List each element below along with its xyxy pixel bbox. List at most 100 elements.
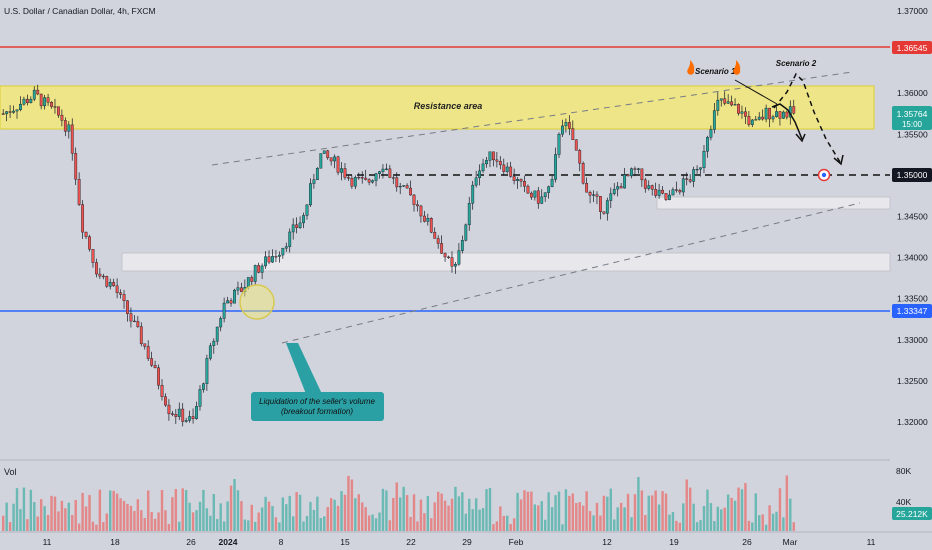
volume-bar (540, 501, 543, 531)
support-zone-lower[interactable] (121, 252, 891, 272)
upper-channel-line[interactable] (211, 71, 853, 166)
candle-body (599, 196, 602, 212)
volume-bar (64, 508, 67, 531)
candle-body (785, 111, 789, 118)
candle-body (481, 163, 485, 172)
callout-pointer (286, 343, 322, 394)
scenario-1-annotation[interactable]: Scenario 1 (687, 60, 741, 76)
candle-body (526, 185, 530, 194)
volume-bar (374, 518, 378, 531)
volume-bar (640, 490, 644, 531)
candle-body (488, 151, 492, 161)
candle-body (692, 169, 696, 182)
time-axis[interactable]: 11 18 26 2024 8 15 22 29 Feb 12 19 26 Mar 11 (43, 537, 876, 547)
candle-body (516, 179, 519, 181)
svg-text:15:00: 15:00 (902, 120, 923, 129)
candle-body (153, 365, 157, 368)
volume-bar (361, 502, 364, 531)
candle-body (768, 107, 771, 120)
price-label-current[interactable]: 1.35764 15:00 (892, 106, 932, 130)
price-axis[interactable] (890, 0, 932, 550)
volume-bar (457, 496, 461, 531)
candle-body (105, 276, 109, 287)
price-label-blue[interactable]: 1.33347 (892, 304, 932, 318)
volume-bar (626, 493, 630, 531)
candle-body (302, 215, 305, 224)
candle-body (195, 406, 198, 419)
callout-box[interactable] (251, 392, 384, 421)
volume-bar (285, 504, 288, 531)
support-zone-upper[interactable] (656, 196, 891, 210)
candle-body (205, 358, 209, 384)
breakout-highlight-circle[interactable] (239, 284, 275, 320)
volume-bar (53, 496, 57, 531)
resistance-zone[interactable] (0, 85, 875, 130)
volume-bar (537, 505, 540, 531)
volume-bar (485, 489, 488, 531)
svg-text:1.35000: 1.35000 (897, 170, 928, 180)
volume-bar (564, 489, 568, 531)
candle-body (39, 93, 43, 107)
candle-body (360, 177, 364, 179)
volume-bar (250, 504, 253, 531)
volume-label: Vol (4, 467, 17, 477)
volume-bar (271, 506, 274, 531)
volume-bar (264, 496, 267, 531)
volume-bar (298, 494, 302, 531)
candle-body (454, 264, 457, 267)
volume-bar (450, 498, 454, 531)
candle-body (84, 231, 88, 237)
volume-bar (706, 489, 709, 531)
volume-series[interactable] (2, 475, 795, 531)
candle-body (647, 185, 651, 189)
price-label-black[interactable]: 1.35000 (892, 168, 932, 182)
scenario-1-label: Scenario 1 (695, 67, 736, 76)
candle-body (781, 111, 785, 119)
volume-bar (184, 490, 188, 531)
candle-body (761, 116, 765, 120)
candle-body (5, 111, 9, 115)
volume-bar (288, 495, 291, 531)
candle-body (419, 205, 423, 217)
volume-bar (233, 479, 236, 531)
volume-bar (22, 487, 26, 531)
price-tick-label: 1.33500 (897, 294, 928, 304)
volume-bar (302, 521, 305, 531)
candle-body (502, 164, 506, 172)
volume-bar (281, 497, 285, 531)
volume-bar (385, 490, 388, 531)
candle-body (716, 99, 720, 111)
volume-bar (26, 519, 29, 531)
volume-bar (2, 515, 5, 531)
volume-bar (733, 500, 737, 531)
volume-bar (102, 522, 105, 531)
volume-bar (744, 483, 747, 531)
price-label-red[interactable]: 1.36545 (892, 41, 932, 54)
candle-body (347, 177, 350, 179)
candle-body (29, 98, 33, 104)
candle-body (132, 320, 136, 323)
candle-body (726, 101, 730, 104)
candle-body (519, 179, 523, 182)
volume-bar (461, 492, 464, 531)
price-pane[interactable] (0, 0, 890, 460)
candle-body (623, 174, 627, 189)
candlestick-series[interactable] (1, 84, 796, 427)
candle-body (139, 326, 143, 344)
candle-body (329, 157, 333, 162)
volume-bar (726, 494, 730, 531)
volume-bar (140, 510, 143, 531)
candle-body (498, 161, 502, 166)
candle-body (91, 249, 95, 263)
volume-current-label[interactable]: 25.212K (892, 507, 932, 520)
scenario-2-path[interactable] (773, 72, 841, 163)
time-axis-label: 26 (186, 537, 196, 547)
candle-body (357, 176, 361, 179)
volume-bar (50, 495, 53, 531)
candle-body (540, 196, 544, 204)
volume-bar (488, 487, 492, 531)
candle-body (557, 133, 561, 155)
lower-channel-line[interactable] (281, 202, 861, 344)
candle-body (674, 189, 678, 191)
